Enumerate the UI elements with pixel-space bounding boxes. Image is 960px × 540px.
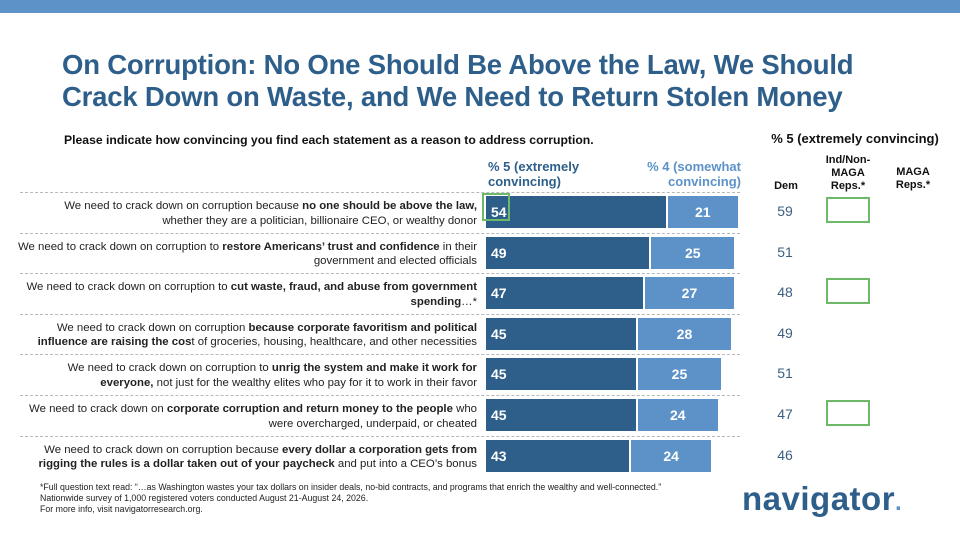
- statement-label: We need to crack down on corruption to r…: [17, 240, 477, 269]
- statement-emphasis: restore Americans’ trust and confidence: [222, 240, 440, 253]
- data-label-somewhat-convincing: 24: [663, 447, 679, 464]
- column-header-maga: MAGA Reps.*: [895, 166, 931, 191]
- statement-label: We need to crack down on corruption beca…: [17, 199, 477, 228]
- statement-text: We need to crack down on: [29, 403, 167, 415]
- statement-emphasis: unrig the system and make it work for ev…: [100, 362, 477, 389]
- logo-text: navigator: [742, 480, 896, 517]
- chart-row: We need to crack down on corruption beca…: [0, 313, 960, 354]
- statement-text: We need to crack down on corruption beca…: [64, 200, 303, 212]
- footnote-question-text: *Full question text read: “…as Washingto…: [40, 482, 662, 492]
- column-header-dem: Dem: [774, 180, 798, 192]
- subgroup-value-dem: 51: [777, 365, 793, 382]
- subgroup-value-dem: 48: [777, 284, 793, 301]
- data-label-somewhat-convincing: 28: [676, 325, 693, 342]
- question-subtitle: Please indicate how convincing you find …: [64, 133, 594, 147]
- page-title: On Corruption: No One Should Be Above th…: [62, 49, 854, 112]
- bar-extremely-convincing: [486, 277, 643, 310]
- bar-somewhat-convincing: [637, 317, 732, 350]
- statement-emphasis: because corporate favoritism and politic…: [37, 321, 477, 349]
- chart-row: We need to crack down on corruption to c…: [0, 273, 960, 313]
- statement-emphasis: corporate corruption and return money to…: [166, 403, 453, 415]
- statement-emphasis: every dollar a corporation gets from rig…: [38, 443, 477, 471]
- highlight-box: [826, 278, 870, 305]
- statement-text: t of groceries, housing, healthcare, and…: [191, 336, 477, 349]
- bar-somewhat-convincing: [637, 399, 718, 431]
- data-label-somewhat-convincing: 25: [671, 366, 688, 383]
- bar-somewhat-convincing: [644, 277, 735, 310]
- row-divider: [20, 354, 740, 356]
- subgroup-value-dem: 47: [777, 406, 793, 422]
- bar-extremely-convincing: [486, 399, 636, 431]
- data-label-somewhat-convincing: 25: [684, 244, 701, 261]
- bar-somewhat-convincing: [637, 358, 722, 391]
- chart-row: We need to crack down on corporate corru…: [0, 395, 960, 435]
- bar-extremely-convincing: [486, 236, 650, 269]
- statement-text: …*: [461, 295, 477, 308]
- bar-somewhat-convincing: [667, 196, 738, 228]
- data-label-extremely-convincing: 47: [491, 285, 507, 302]
- statement-emphasis: cut waste, fraud, and abuse from governm…: [230, 281, 477, 308]
- data-label-extremely-convincing: 45: [491, 366, 507, 383]
- statement-text: whether they are a politician, billionai…: [162, 214, 477, 227]
- data-label-extremely-convincing: 49: [491, 244, 507, 261]
- statement-label: We need to crack down on corruption to u…: [17, 361, 477, 390]
- bar-somewhat-convincing: [651, 236, 735, 269]
- statement-text: not just for the wealthy elites who pay …: [153, 376, 477, 389]
- data-label-extremely-convincing: 43: [491, 447, 507, 464]
- row-divider: [20, 232, 740, 234]
- navigator-logo: navigator.: [742, 480, 902, 518]
- subgroup-value-dem: 46: [777, 446, 793, 463]
- statement-label: We need to crack down on corporate corru…: [17, 402, 477, 431]
- highlight-box: [826, 400, 870, 426]
- footnote-more-info: For more info, visit navigatorresearch.o…: [40, 504, 203, 514]
- statement-label: We need to crack down on corruption to c…: [17, 280, 477, 309]
- subgroup-value-dem: 59: [777, 203, 793, 219]
- bar-extremely-convincing: [486, 439, 630, 472]
- statement-text: and put into a CEO’s bonus: [334, 458, 477, 471]
- statement-emphasis: no one should be above the law,: [302, 200, 477, 212]
- highlight-box: [826, 197, 870, 223]
- bar-extremely-convincing: [486, 358, 636, 391]
- row-divider: [20, 435, 740, 437]
- statement-text: We need to crack down on corruption to: [26, 281, 231, 294]
- chart-row: We need to crack down on corruption beca…: [0, 435, 960, 476]
- data-label-extremely-convincing: 45: [491, 325, 507, 342]
- statement-text: We need to crack down on corruption to: [67, 362, 272, 375]
- data-label-somewhat-convincing: 27: [681, 285, 698, 302]
- subgroup-value-dem: 51: [777, 243, 793, 260]
- subgroup-value-dem: 49: [777, 324, 793, 341]
- column-header-ind-non-maga: Ind/Non-MAGA Reps.*: [825, 154, 871, 192]
- statement-label: We need to crack down on corruption beca…: [17, 443, 477, 472]
- statement-text: in their government and elected official…: [313, 240, 477, 268]
- highlight-box: [482, 193, 510, 221]
- data-label-extremely-convincing: 45: [491, 407, 507, 423]
- statement-text: We need to crack down on corruption beca…: [44, 443, 283, 456]
- row-divider: [20, 313, 740, 315]
- bar-extremely-convincing: [486, 196, 666, 228]
- statement-text: We need to crack down on corruption to: [17, 240, 223, 253]
- statement-text: We need to crack down on corruption: [56, 321, 249, 334]
- row-divider: [20, 192, 740, 193]
- data-label-somewhat-convincing: 24: [670, 407, 686, 423]
- footnote-methodology: Nationwide survey of 1,000 registered vo…: [40, 493, 369, 503]
- chart-row: We need to crack down on corruption to u…: [0, 354, 960, 394]
- chart-row: We need to crack down on corruption to r…: [0, 232, 960, 273]
- row-divider: [20, 273, 740, 275]
- statement-label: We need to crack down on corruption beca…: [17, 321, 477, 350]
- footnote: *Full question text read: “…as Washingto…: [40, 482, 680, 515]
- bar-extremely-convincing: [486, 317, 636, 350]
- data-label-somewhat-convincing: 21: [694, 204, 711, 220]
- legend-somewhat-convincing: % 4 (somewhat convincing): [647, 159, 741, 189]
- bar-somewhat-convincing: [631, 439, 712, 472]
- chart-row: We need to crack down on corruption beca…: [0, 192, 960, 232]
- top-accent-bar: [0, 0, 960, 13]
- data-label-extremely-convincing: 54: [491, 204, 507, 220]
- logo-dot: .: [895, 489, 903, 516]
- statement-text: who were overcharged, underpaid, or chea…: [268, 403, 477, 430]
- subgroup-header: % 5 (extremely convincing): [771, 131, 939, 146]
- legend-extremely-convincing: % 5 (extremely convincing): [488, 159, 580, 189]
- row-divider: [20, 395, 740, 396]
